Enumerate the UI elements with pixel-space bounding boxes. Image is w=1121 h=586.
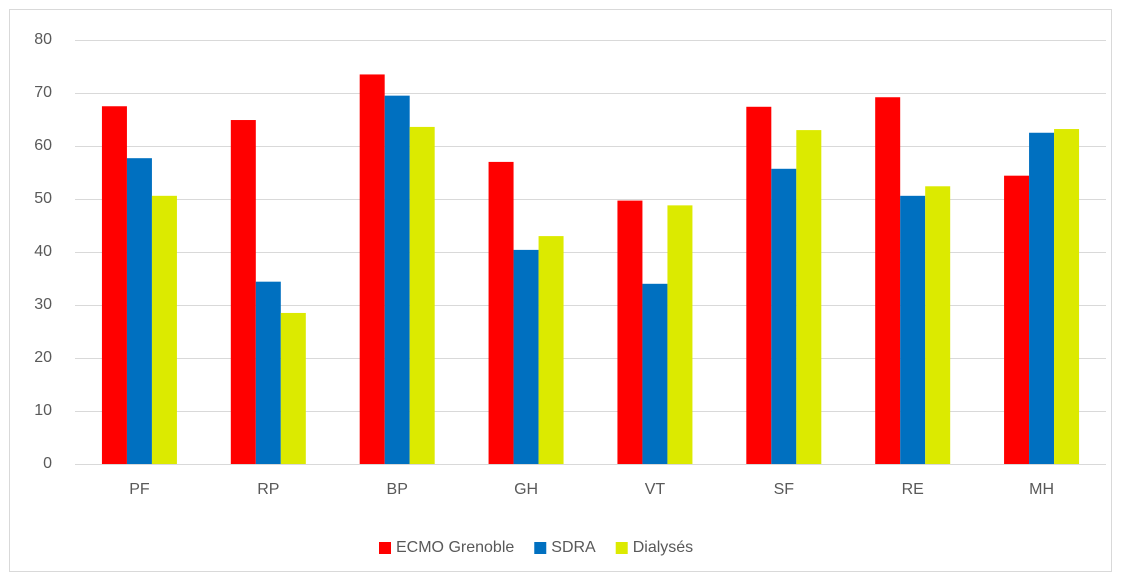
- bar: [1004, 175, 1030, 464]
- bar: [900, 195, 926, 464]
- bar: [667, 205, 693, 465]
- bar: [617, 200, 643, 464]
- y-tick-label: 20: [34, 349, 52, 366]
- y-tick-label: 40: [34, 243, 52, 260]
- x-tick-label: GH: [514, 481, 538, 498]
- x-tick-label: RE: [902, 481, 924, 498]
- x-tick-label: BP: [387, 481, 408, 498]
- bar: [796, 130, 822, 464]
- y-tick-label: 70: [34, 84, 52, 101]
- bar: [875, 97, 901, 465]
- bar: [513, 249, 539, 464]
- x-tick-label: MH: [1029, 481, 1054, 498]
- y-tick-label: 80: [34, 31, 52, 48]
- bar: [1054, 129, 1080, 465]
- legend-label: SDRA: [551, 539, 596, 556]
- x-tick-label: RP: [257, 481, 279, 498]
- bar: [280, 312, 306, 464]
- bar: [1029, 132, 1055, 464]
- bar: [359, 74, 385, 464]
- x-tick-label: SF: [774, 481, 795, 498]
- bar: [101, 106, 127, 464]
- bar: [771, 168, 797, 465]
- bar: [538, 236, 564, 464]
- bar: [126, 158, 152, 464]
- bar: [409, 126, 435, 465]
- y-tick-label: 30: [34, 296, 52, 313]
- legend-label: ECMO Grenoble: [396, 539, 514, 556]
- legend-label: Dialysés: [633, 539, 693, 556]
- legend-swatch: [379, 542, 391, 554]
- legend-swatch: [615, 542, 628, 554]
- bar: [746, 106, 772, 464]
- y-tick-label: 0: [43, 455, 52, 472]
- y-tick-label: 50: [34, 190, 52, 207]
- x-tick-label: PF: [129, 481, 150, 498]
- y-tick-label: 10: [34, 402, 52, 419]
- bar: [925, 186, 951, 464]
- bar: [488, 161, 514, 464]
- bar: [230, 120, 256, 464]
- bar: [384, 95, 410, 465]
- bar: [255, 281, 281, 464]
- y-tick-label: 60: [34, 137, 52, 154]
- bar: [151, 195, 177, 464]
- legend-swatch: [534, 542, 547, 554]
- x-tick-label: VT: [645, 481, 666, 498]
- bar: [642, 283, 668, 464]
